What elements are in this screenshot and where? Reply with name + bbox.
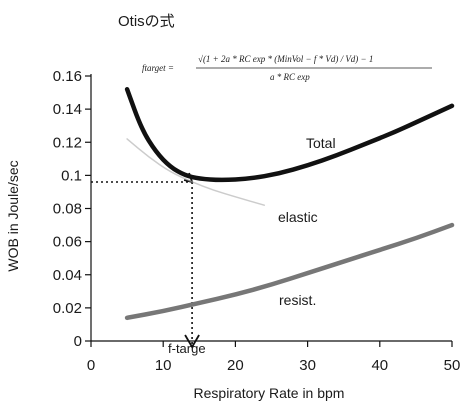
y-tick-label: 0.16 — [53, 68, 82, 85]
x-axis-ticks: 0 10 20 30 40 50 — [87, 341, 461, 374]
y-tick-label: 0.14 — [53, 101, 82, 118]
x-tick-label: 20 — [227, 357, 244, 374]
y-axis-label: WOB in Joule/sec — [5, 160, 21, 271]
formula: ftarget = √(1 + 2a * RC exp * (MinVol − … — [142, 54, 432, 82]
y-tick-label: 0.1 — [61, 167, 82, 184]
series-line-resist — [124, 222, 455, 321]
y-axis-ticks: 0 0.02 0.04 0.06 0.08 0.1 0.12 0.14 0.16 — [53, 68, 91, 350]
target-arrow-down — [184, 334, 200, 349]
series-label-total: Total — [306, 135, 336, 151]
y-tick-label: 0.06 — [53, 234, 82, 251]
series-line-elastic — [126, 138, 266, 206]
x-tick-label: 40 — [371, 357, 388, 374]
x-tick-label: 0 — [87, 357, 95, 374]
x-tick-label: 30 — [299, 357, 316, 374]
y-tick-label: 0.02 — [53, 300, 82, 317]
target-reference-lines — [91, 172, 200, 349]
formula-numerator: √(1 + 2a * RC exp * (MinVol − f * Vd) / … — [198, 54, 373, 64]
x-tick-label: 50 — [444, 357, 461, 374]
x-tick-label: 10 — [155, 357, 172, 374]
formula-denominator: a * RC exp — [270, 72, 310, 82]
series-line-total — [124, 87, 455, 183]
series-label-elastic: elastic — [278, 209, 318, 225]
target-rate-label: f-targe — [168, 341, 206, 356]
series-group — [124, 87, 455, 321]
series-label-resist: resist. — [279, 292, 316, 308]
axes — [90, 74, 452, 342]
x-axis-label: Respiratory Rate in bpm — [194, 385, 345, 401]
chart-title: Otisの式 — [118, 13, 175, 30]
formula-lhs: ftarget = — [142, 63, 174, 73]
y-tick-label: 0 — [74, 333, 82, 350]
y-tick-label: 0.08 — [53, 201, 82, 218]
y-tick-label: 0.04 — [53, 267, 82, 284]
y-tick-label: 0.12 — [53, 134, 82, 151]
